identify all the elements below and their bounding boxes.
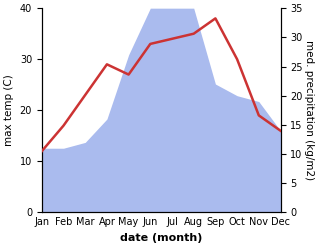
X-axis label: date (month): date (month) xyxy=(120,233,202,243)
Y-axis label: med. precipitation (kg/m2): med. precipitation (kg/m2) xyxy=(304,40,314,180)
Y-axis label: max temp (C): max temp (C) xyxy=(4,74,14,146)
